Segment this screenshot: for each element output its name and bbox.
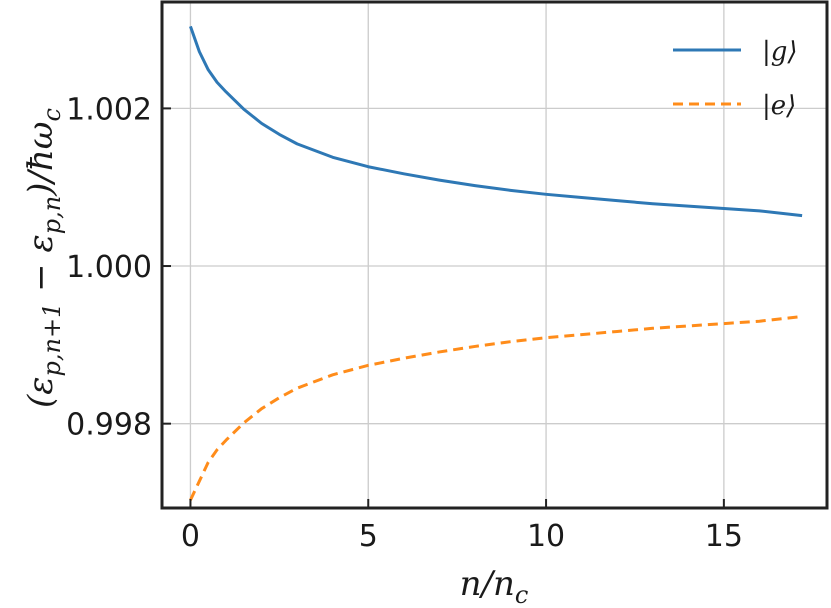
y-tick-label: 1.002 xyxy=(66,92,152,127)
x-tick-label: 5 xyxy=(359,519,378,554)
x-tick-label: 10 xyxy=(527,519,565,554)
plot-frame xyxy=(160,0,829,510)
legend: |g⟩ |e⟩ xyxy=(673,37,798,121)
axis-ticks xyxy=(162,107,725,508)
legend-label-g: |g⟩ xyxy=(762,37,798,67)
series-line-g xyxy=(189,25,803,218)
tick-labels: 0 5 10 15 0.998 1.000 1.002 xyxy=(66,92,743,554)
x-tick-label: 15 xyxy=(705,519,743,554)
y-tick-label: 0.998 xyxy=(66,408,152,443)
series-layer xyxy=(189,25,803,501)
x-tick-label: 0 xyxy=(181,519,200,554)
y-tick-label: 1.000 xyxy=(66,250,152,285)
legend-label-e: |e⟩ xyxy=(762,91,796,121)
y-axis-title: (εp,n+1 − εp,n)/ħωc xyxy=(21,108,66,408)
grid-lines xyxy=(162,2,827,508)
x-axis-title: n/nc xyxy=(460,564,529,608)
series-line-e xyxy=(189,314,803,501)
